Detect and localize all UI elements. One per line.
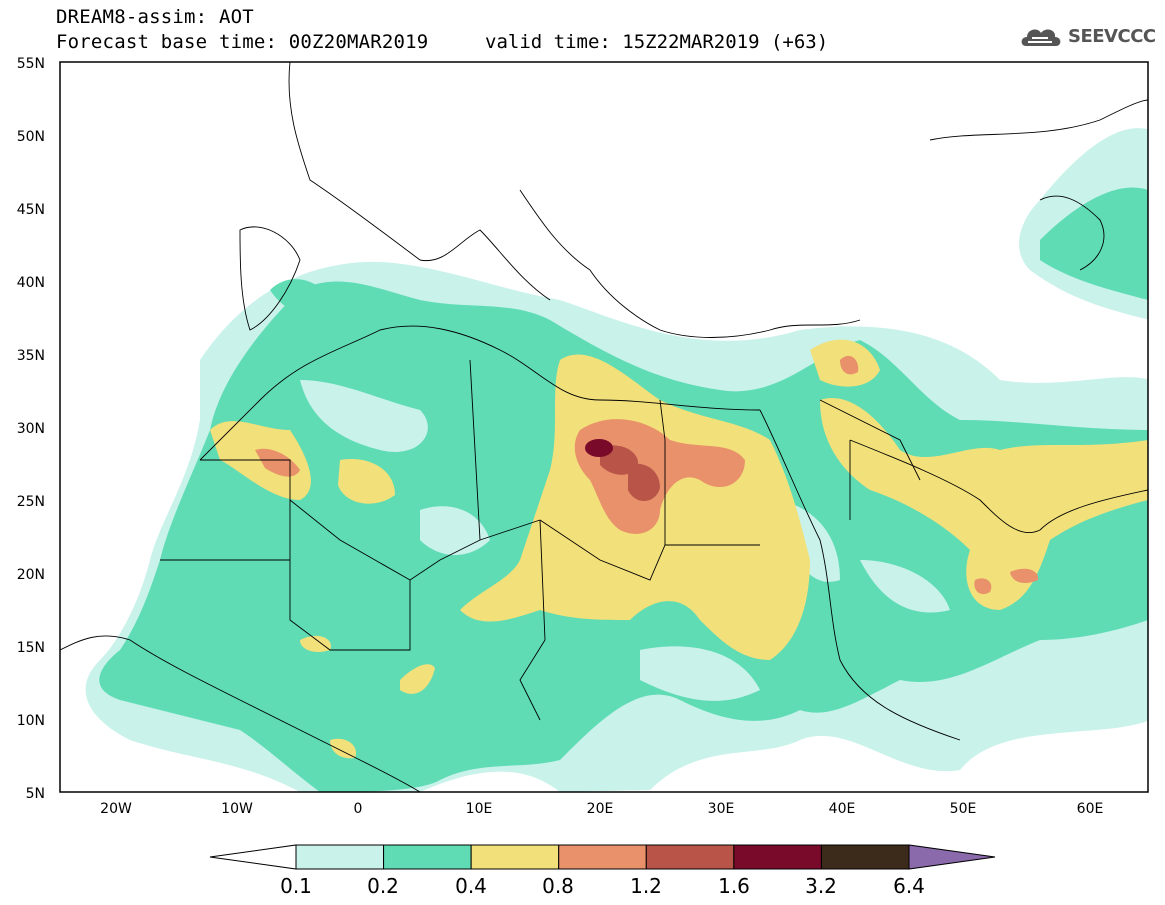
colorbar-label: 0.1 [280, 874, 312, 898]
valid-time: valid time: 15Z22MAR2019 (+63) [485, 31, 829, 53]
colorbar-high-arrow [908, 844, 996, 870]
aot-level-1-6 [585, 439, 613, 457]
seevccc-logo: SEEVCCC [1018, 22, 1156, 50]
aot-fill-layer [60, 62, 1148, 792]
colorbar-swatch [558, 844, 647, 870]
colorbar: 0.1 0.2 0.4 0.8 1.2 1.6 3.2 6.4 [209, 844, 996, 898]
map-title: DREAM8-assim: AOT [56, 6, 254, 28]
lat-label: 5N [26, 786, 45, 802]
map-frame [59, 61, 1149, 793]
colorbar-label: 1.6 [718, 874, 750, 898]
lon-label: 10E [466, 801, 493, 817]
lon-label: 10W [221, 801, 253, 817]
lat-label: 15N [17, 640, 45, 656]
lat-label: 25N [17, 494, 45, 510]
colorbar-label: 3.2 [805, 874, 837, 898]
colorbar-label: 1.2 [630, 874, 662, 898]
coastlines-borders [60, 62, 1148, 792]
colorbar-label: 0.2 [367, 874, 399, 898]
longitude-axis: 20W 10W 0 10E 20E 30E 40E 50E 60E [100, 801, 1103, 817]
lon-label: 20W [100, 801, 132, 817]
colorbar-swatch [295, 844, 385, 870]
lat-label: 35N [17, 348, 45, 364]
lon-label: 40E [829, 801, 856, 817]
colorbar-swatch [645, 844, 735, 870]
colorbar-swatch [383, 844, 472, 870]
lat-label: 40N [17, 275, 45, 291]
forecast-base-time: Forecast base time: 00Z20MAR2019 [56, 31, 429, 53]
colorbar-swatch [733, 844, 822, 870]
lat-label: 10N [17, 713, 45, 729]
lat-label: 45N [17, 202, 45, 218]
colorbar-label: 0.8 [542, 874, 574, 898]
lat-label: 50N [17, 129, 45, 145]
lon-label: 50E [950, 801, 977, 817]
lat-label: 55N [17, 56, 45, 72]
lon-label: 0 [354, 801, 363, 817]
lon-label: 60E [1077, 801, 1104, 817]
lon-label: 30E [708, 801, 735, 817]
cloud-icon [1021, 29, 1061, 46]
colorbar-swatch [470, 844, 560, 870]
lat-label: 20N [17, 567, 45, 583]
latitude-axis: 55N 50N 45N 40N 35N 30N 25N 20N 15N 10N … [17, 56, 45, 802]
logo-text: SEEVCCC [1068, 25, 1156, 47]
lat-label: 30N [17, 421, 45, 437]
colorbar-label: 0.4 [455, 874, 487, 898]
colorbar-label: 6.4 [893, 874, 925, 898]
lon-label: 20E [587, 801, 614, 817]
colorbar-swatch [820, 844, 910, 870]
colorbar-low-arrow [209, 844, 297, 870]
